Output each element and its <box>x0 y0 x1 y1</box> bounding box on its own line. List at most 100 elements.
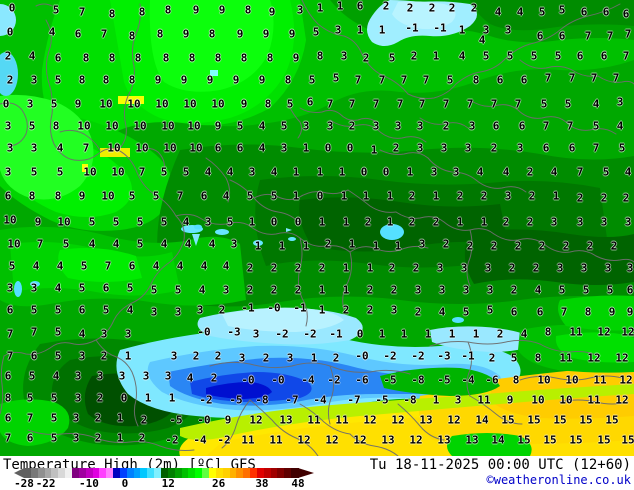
temperature-value: 6 <box>492 119 500 133</box>
temperature-value: 3 <box>204 215 212 229</box>
temperature-value: 3 <box>302 119 310 133</box>
temperature-value: 3 <box>468 119 476 133</box>
temperature-value: 1 <box>310 351 318 365</box>
temperature-colorbar[interactable] <box>14 468 314 478</box>
temperature-value: 2 <box>538 239 546 253</box>
temperature-value: -2 <box>383 349 397 363</box>
temperature-value: 9 <box>206 73 214 87</box>
temperature-value: 2 <box>428 1 436 15</box>
temperature-value: 3 <box>626 261 634 275</box>
temperature-value: 9 <box>218 3 226 17</box>
temperature-value: 6 <box>236 141 244 155</box>
temperature-value: 5 <box>8 259 16 273</box>
temperature-value: 12 <box>587 351 601 365</box>
temperature-value: 7 <box>542 119 550 133</box>
temperature-value: 7 <box>560 305 568 319</box>
temperature-value: 8 <box>240 51 248 65</box>
temperature-value: 2 <box>508 261 516 275</box>
temperature-value: 0 <box>360 165 368 179</box>
temperature-value: 5 <box>606 283 614 297</box>
temperature-value: 1 <box>302 141 310 155</box>
temperature-value: 4 <box>88 237 96 251</box>
temperature-value: 4 <box>616 119 624 133</box>
temperature-value: 4 <box>200 259 208 273</box>
temperature-value: 6 <box>576 49 584 63</box>
temperature-value: 10 <box>531 393 545 407</box>
temperature-value: 7 <box>422 73 430 87</box>
temperature-value: 6 <box>356 0 364 13</box>
temperature-value: 2 <box>218 303 226 317</box>
temperature-value: 1 <box>458 23 466 37</box>
temperature-value: 1 <box>366 261 374 275</box>
temperature-value: 5 <box>78 281 86 295</box>
temperature-value: 8 <box>534 351 542 365</box>
temperature-value: -6 <box>485 373 499 387</box>
temperature-value: 5 <box>226 215 234 229</box>
temperature-value: 4 <box>176 259 184 273</box>
temperature-value: 3 <box>142 369 150 383</box>
temperature-value: 4 <box>208 237 216 251</box>
temperature-value: 6 <box>4 411 12 425</box>
temperature-value: 2 <box>366 303 374 317</box>
temperature-value: 3 <box>454 393 462 407</box>
temperature-value: 8 <box>244 3 252 17</box>
temperature-value: 10 <box>101 189 115 203</box>
temperature-value: 1 <box>400 327 408 341</box>
temperature-value: 4 <box>520 327 528 341</box>
temperature-value: 2 <box>140 413 148 427</box>
temperature-value: 5 <box>446 73 454 87</box>
temperature-value: 5 <box>280 119 288 133</box>
temperature-value: 7 <box>544 71 552 85</box>
temperature-value: 3 <box>118 369 126 383</box>
temperature-value: 0 <box>382 165 390 179</box>
temperature-value: 6 <box>600 49 608 63</box>
colorbar-segment <box>85 468 94 478</box>
temperature-value: 3 <box>452 165 460 179</box>
temperature-value: 10 <box>183 97 197 111</box>
temperature-value: 5 <box>558 3 566 17</box>
temperature-value: 6 <box>602 5 610 19</box>
temperature-value: 1 <box>254 239 262 253</box>
temperature-value: 2 <box>586 239 594 253</box>
temperature-value: 9 <box>626 305 634 319</box>
temperature-value: 3 <box>72 431 80 445</box>
temperature-value: 10 <box>211 97 225 111</box>
temperature-value: 3 <box>462 283 470 297</box>
temperature-value: 2 <box>502 215 510 229</box>
temperature-value: 4 <box>494 5 502 19</box>
temperature-value: 8 <box>108 51 116 65</box>
temperature-value: 11 <box>307 413 321 427</box>
temperature-value: 2 <box>210 371 218 385</box>
temperature-value: 7 <box>396 97 404 111</box>
temperature-value: 1 <box>278 239 286 253</box>
temperature-value: 9 <box>214 119 222 133</box>
temperature-value: 12 <box>447 413 461 427</box>
colorbar-segment <box>99 468 107 478</box>
temperature-value: 10 <box>565 373 579 387</box>
temperature-value: 6 <box>496 73 504 87</box>
temperature-value: 7 <box>490 97 498 111</box>
temperature-value: -1 <box>405 21 419 35</box>
temperature-value: 3 <box>30 281 38 295</box>
temperature-value: 15 <box>543 433 557 447</box>
temperature-value: 1 <box>318 215 326 229</box>
temperature-value: 8 <box>284 73 292 87</box>
temperature-value: 3 <box>604 261 612 275</box>
temperature-value: 3 <box>100 327 108 341</box>
colorbar-segment <box>58 468 66 478</box>
temperature-value: 8 <box>108 7 116 21</box>
temperature-value: 8 <box>164 3 172 17</box>
temperature-value: 5 <box>308 73 316 87</box>
temperature-value: 8 <box>264 97 272 111</box>
colorbar-segment <box>277 468 285 478</box>
temperature-value: 12 <box>621 325 634 339</box>
temperature-value: -2 <box>327 373 341 387</box>
temperature-value: 5 <box>236 119 244 133</box>
temperature-value: 6 <box>558 29 566 43</box>
temperature-value: 9 <box>192 3 200 17</box>
temperature-value: 3 <box>78 349 86 363</box>
temperature-value: 0 <box>2 97 10 111</box>
temperature-value: 4 <box>516 5 524 19</box>
